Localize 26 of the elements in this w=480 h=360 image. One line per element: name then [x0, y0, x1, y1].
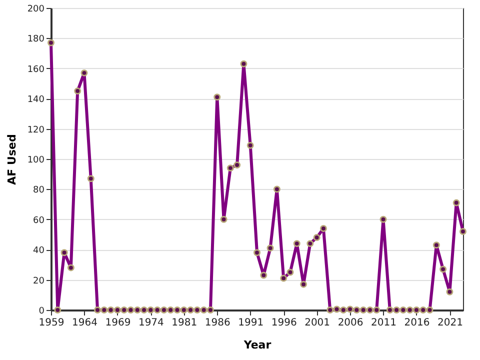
y-tick-label: 140	[27, 95, 45, 106]
x-tick-label: 1981	[172, 318, 198, 328]
y-tick-label: 180	[27, 34, 45, 45]
x-axis-title: Year	[242, 338, 272, 352]
x-tick-label: 2001	[304, 318, 330, 328]
x-tick-label: 2016	[404, 318, 430, 328]
y-tick-label: 200	[27, 4, 45, 14]
x-tick-label: 1996	[271, 318, 297, 328]
y-tick-label: 20	[33, 276, 45, 286]
x-tick-label: 2021	[437, 318, 463, 328]
y-tick-label: 60	[33, 216, 45, 226]
y-tick-label: 100	[27, 156, 45, 166]
x-tick-label: 1986	[204, 318, 230, 328]
x-tick-label: 2011	[371, 318, 396, 328]
y-tick-label: 0	[38, 306, 45, 316]
y-tick-label: 80	[33, 186, 45, 196]
y-axis-title: AF Used	[5, 134, 18, 185]
x-tick-label: 1974	[138, 318, 164, 328]
x-tick-label: 1969	[105, 318, 131, 328]
y-tick-label: 160	[27, 64, 45, 75]
y-tick-label: 40	[33, 246, 45, 256]
y-tick-label: 120	[27, 125, 45, 136]
x-tick-label: 1959	[38, 318, 64, 328]
x-tick-label: 2006	[338, 318, 364, 328]
x-tick-label: 1964	[72, 318, 98, 328]
x-tick-label: 1991	[238, 318, 264, 328]
